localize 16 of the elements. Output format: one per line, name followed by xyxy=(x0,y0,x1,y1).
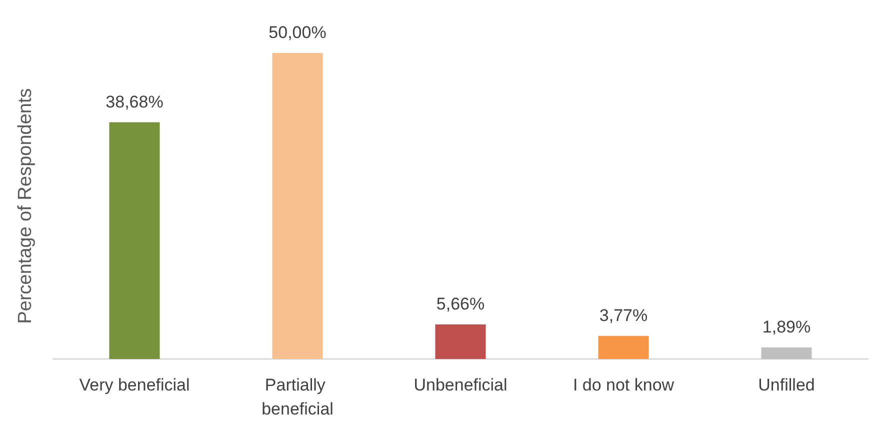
data-label: 1,89% xyxy=(762,317,811,336)
bar xyxy=(272,53,323,359)
data-label: 38,68% xyxy=(106,92,164,112)
data-label: 50,00% xyxy=(268,23,326,42)
x-tick-label: Unfilled xyxy=(758,376,815,394)
data-label: 5,66% xyxy=(436,294,485,314)
y-axis-title: Percentage of Respondents xyxy=(15,88,36,324)
x-tick-label: Partially beneficial xyxy=(262,376,334,418)
x-tick-label: Very beneficial xyxy=(79,376,190,394)
bar xyxy=(109,122,160,359)
bar xyxy=(598,336,649,359)
x-tick-label: I do not know xyxy=(572,376,675,394)
data-label: 3,77% xyxy=(599,306,648,325)
bar xyxy=(761,347,812,359)
bar xyxy=(435,324,486,359)
x-tick-label: Unbeneficial xyxy=(414,376,508,394)
